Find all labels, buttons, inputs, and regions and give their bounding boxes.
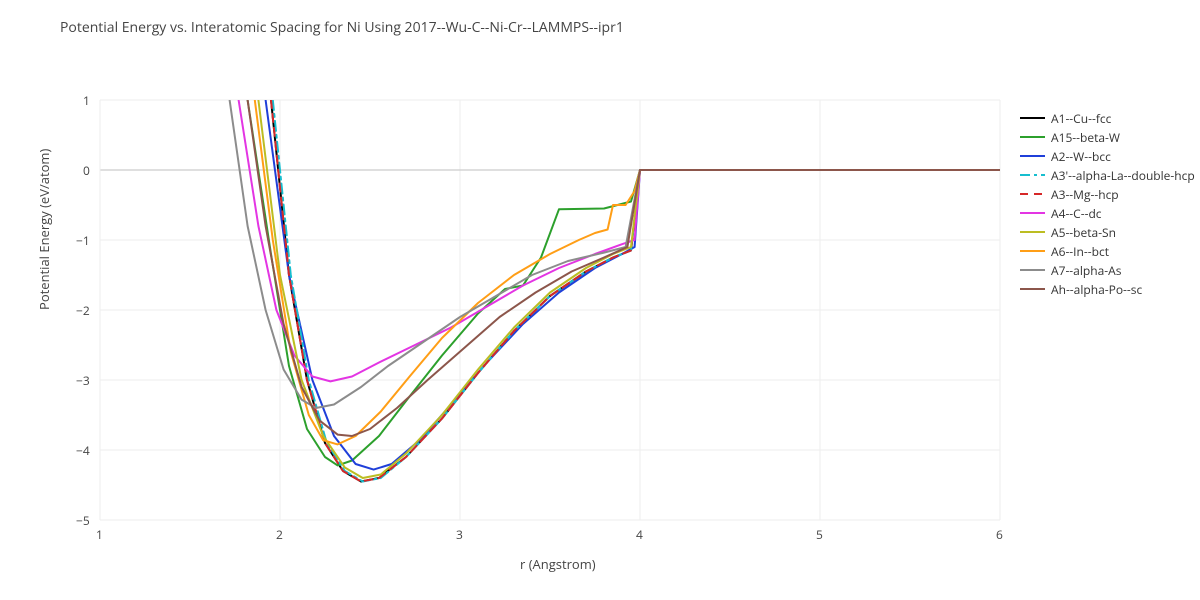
x-axis-label: r (Angstrom) [520, 555, 596, 573]
legend-label: A5--beta-Sn [1051, 224, 1116, 241]
legend-swatch [1020, 206, 1045, 220]
legend-item[interactable]: Ah--alpha-Po--sc [1020, 281, 1195, 297]
legend-swatch [1020, 282, 1045, 296]
plot-svg [100, 100, 1000, 520]
legend-swatch [1020, 263, 1045, 277]
legend-label: A15--beta-W [1051, 129, 1120, 146]
series-line[interactable] [255, 100, 1000, 444]
legend-item[interactable]: A4--C--dc [1020, 205, 1195, 221]
series-line[interactable] [273, 100, 1000, 482]
legend[interactable]: A1--Cu--fcc A15--beta-W A2--W--bcc A3'--alp… [1020, 110, 1195, 300]
legend-item[interactable]: A3'--alpha-La--double-hcp [1020, 167, 1195, 183]
y-tick-label: −4 [76, 442, 90, 459]
series-line[interactable] [271, 100, 1000, 482]
legend-swatch [1020, 149, 1045, 163]
legend-label: A6--In--bct [1051, 243, 1109, 260]
series-line[interactable] [271, 100, 1000, 482]
y-tick-label: −5 [76, 512, 90, 529]
legend-item[interactable]: A15--beta-W [1020, 129, 1195, 145]
legend-label: A7--alpha-As [1051, 262, 1121, 279]
x-tick-label: 1 [96, 526, 103, 543]
x-tick-label: 5 [816, 526, 823, 543]
chart-container: Potential Energy vs. Interatomic Spacing… [0, 0, 1200, 600]
x-tick-label: 3 [456, 526, 463, 543]
y-tick-label: 1 [83, 92, 90, 109]
series-line[interactable] [239, 100, 1000, 381]
legend-label: A1--Cu--fcc [1051, 110, 1111, 127]
plot-area[interactable] [100, 100, 1000, 520]
y-tick-label: 0 [83, 162, 90, 179]
x-tick-label: 4 [636, 526, 643, 543]
legend-item[interactable]: A7--alpha-As [1020, 262, 1195, 278]
y-tick-label: −2 [76, 302, 90, 319]
legend-label: A4--C--dc [1051, 205, 1102, 222]
y-axis-label: Potential Energy (eV/atom) [35, 149, 53, 310]
legend-swatch [1020, 225, 1045, 239]
series-line[interactable] [248, 100, 1000, 465]
legend-label: A2--W--bcc [1051, 148, 1111, 165]
legend-label: A3--Mg--hcp [1051, 186, 1119, 203]
legend-swatch [1020, 130, 1045, 144]
x-tick-label: 2 [276, 526, 283, 543]
chart-title: Potential Energy vs. Interatomic Spacing… [60, 18, 624, 37]
legend-swatch [1020, 168, 1045, 182]
legend-label: Ah--alpha-Po--sc [1051, 281, 1142, 298]
x-tick-label: 6 [996, 526, 1003, 543]
y-tick-label: −3 [76, 372, 90, 389]
legend-item[interactable]: A3--Mg--hcp [1020, 186, 1195, 202]
legend-item[interactable]: A6--In--bct [1020, 243, 1195, 259]
legend-swatch [1020, 187, 1045, 201]
legend-item[interactable]: A1--Cu--fcc [1020, 110, 1195, 126]
legend-item[interactable]: A2--W--bcc [1020, 148, 1195, 164]
y-tick-label: −1 [76, 232, 90, 249]
series-line[interactable] [266, 100, 1000, 470]
series-line[interactable] [248, 100, 1000, 436]
legend-swatch [1020, 111, 1045, 125]
legend-item[interactable]: A5--beta-Sn [1020, 224, 1195, 240]
legend-label: A3'--alpha-La--double-hcp [1051, 167, 1195, 184]
legend-swatch [1020, 244, 1045, 258]
